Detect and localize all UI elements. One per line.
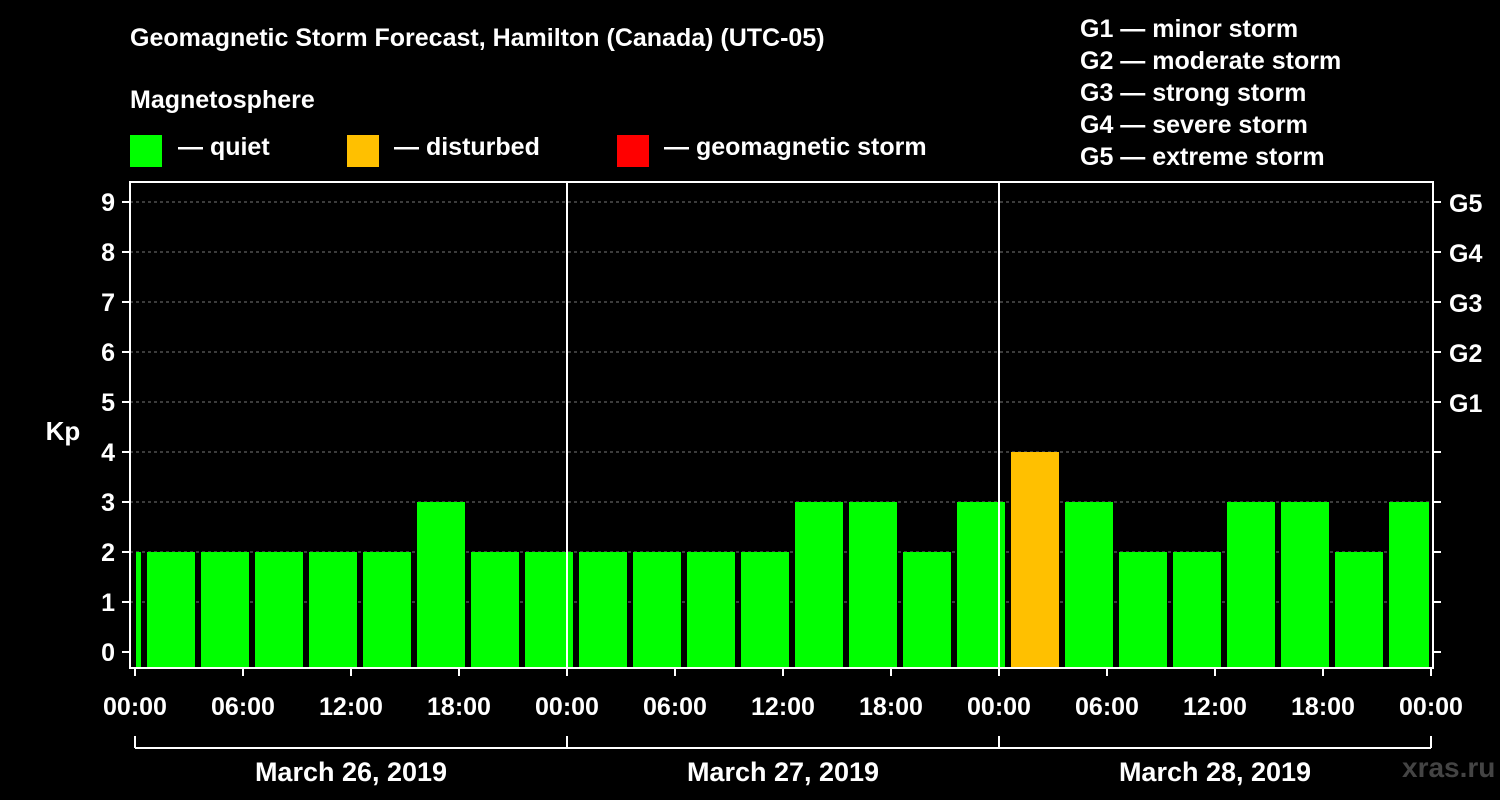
day-label: March 27, 2019 — [687, 757, 879, 787]
kp-bar — [525, 552, 573, 668]
legend-label-disturbed: — disturbed — [394, 133, 540, 161]
x-tick-label: 12:00 — [751, 693, 815, 721]
kp-bar — [579, 552, 627, 668]
kp-bar — [201, 552, 249, 668]
y-tick-label: 5 — [101, 389, 115, 417]
y-tick-label: 2 — [101, 539, 115, 567]
kp-bar — [363, 552, 411, 668]
kp-bar — [147, 552, 195, 668]
kp-bar — [741, 552, 789, 668]
x-tick-label: 18:00 — [859, 693, 923, 721]
storm-scale-g1: G1 — minor storm — [1080, 15, 1299, 43]
x-tick-label: 00:00 — [103, 693, 167, 721]
kp-bar — [1011, 452, 1059, 668]
x-tick-label: 12:00 — [1183, 693, 1247, 721]
x-tick-label: 12:00 — [319, 693, 383, 721]
kp-bar — [417, 502, 465, 668]
y-tick-label: 4 — [101, 439, 115, 467]
kp-bar — [687, 552, 735, 668]
kp-bar — [795, 502, 843, 668]
right-axis-label-g5: G5 — [1449, 190, 1482, 218]
x-tick-label: 18:00 — [1291, 693, 1355, 721]
kp-bar — [1119, 552, 1167, 668]
legend-swatch-storm — [617, 135, 649, 167]
chart-title: Geomagnetic Storm Forecast, Hamilton (Ca… — [130, 24, 825, 52]
kp-bar — [255, 552, 303, 668]
y-tick-label: 3 — [101, 489, 115, 517]
x-tick-label: 06:00 — [643, 693, 707, 721]
x-tick-label: 06:00 — [211, 693, 275, 721]
kp-bar — [1173, 552, 1221, 668]
kp-bar — [1389, 502, 1429, 668]
plot-frame — [129, 181, 1434, 669]
kp-bar — [957, 502, 1005, 668]
y-tick-label: 9 — [101, 189, 115, 217]
y-tick-label: 0 — [101, 639, 115, 667]
storm-scale-g2: G2 — moderate storm — [1080, 47, 1342, 75]
legend-heading: Magnetosphere — [130, 86, 315, 114]
kp-bar — [903, 552, 951, 668]
y-tick-label: 8 — [101, 239, 115, 267]
kp-bar — [633, 552, 681, 668]
legend-swatch-disturbed — [347, 135, 379, 167]
storm-scale-g5: G5 — extreme storm — [1080, 143, 1325, 171]
y-tick-label: 7 — [101, 289, 115, 317]
legend-swatch-quiet — [130, 135, 162, 167]
x-tick-label: 18:00 — [427, 693, 491, 721]
legend-label-quiet: — quiet — [178, 133, 270, 161]
kp-bar — [1335, 552, 1383, 668]
right-axis-label-g3: G3 — [1449, 290, 1482, 318]
right-axis-label-g1: G1 — [1449, 390, 1482, 418]
kp-bar — [136, 552, 141, 668]
right-axis-label-g4: G4 — [1449, 240, 1482, 268]
y-tick-label: 6 — [101, 339, 115, 367]
day-label: March 28, 2019 — [1119, 757, 1311, 787]
x-tick-label: 00:00 — [967, 693, 1031, 721]
kp-bar — [309, 552, 357, 668]
kp-bar — [1227, 502, 1275, 668]
y-tick-label: 1 — [101, 589, 115, 617]
storm-scale-g4: G4 — severe storm — [1080, 111, 1308, 139]
kp-bar — [1281, 502, 1329, 668]
kp-bar — [1065, 502, 1113, 668]
y-axis-label: Kp — [46, 416, 81, 446]
kp-bar — [471, 552, 519, 668]
x-tick-label: 00:00 — [535, 693, 599, 721]
day-label: March 26, 2019 — [255, 757, 447, 787]
watermark: xras.ru — [1402, 752, 1496, 783]
storm-scale-g3: G3 — strong storm — [1080, 79, 1307, 107]
legend-label-storm: — geomagnetic storm — [664, 133, 927, 161]
x-tick-label: 00:00 — [1399, 693, 1463, 721]
x-tick-label: 06:00 — [1075, 693, 1139, 721]
right-axis-label-g2: G2 — [1449, 340, 1482, 368]
kp-bar — [849, 502, 897, 668]
